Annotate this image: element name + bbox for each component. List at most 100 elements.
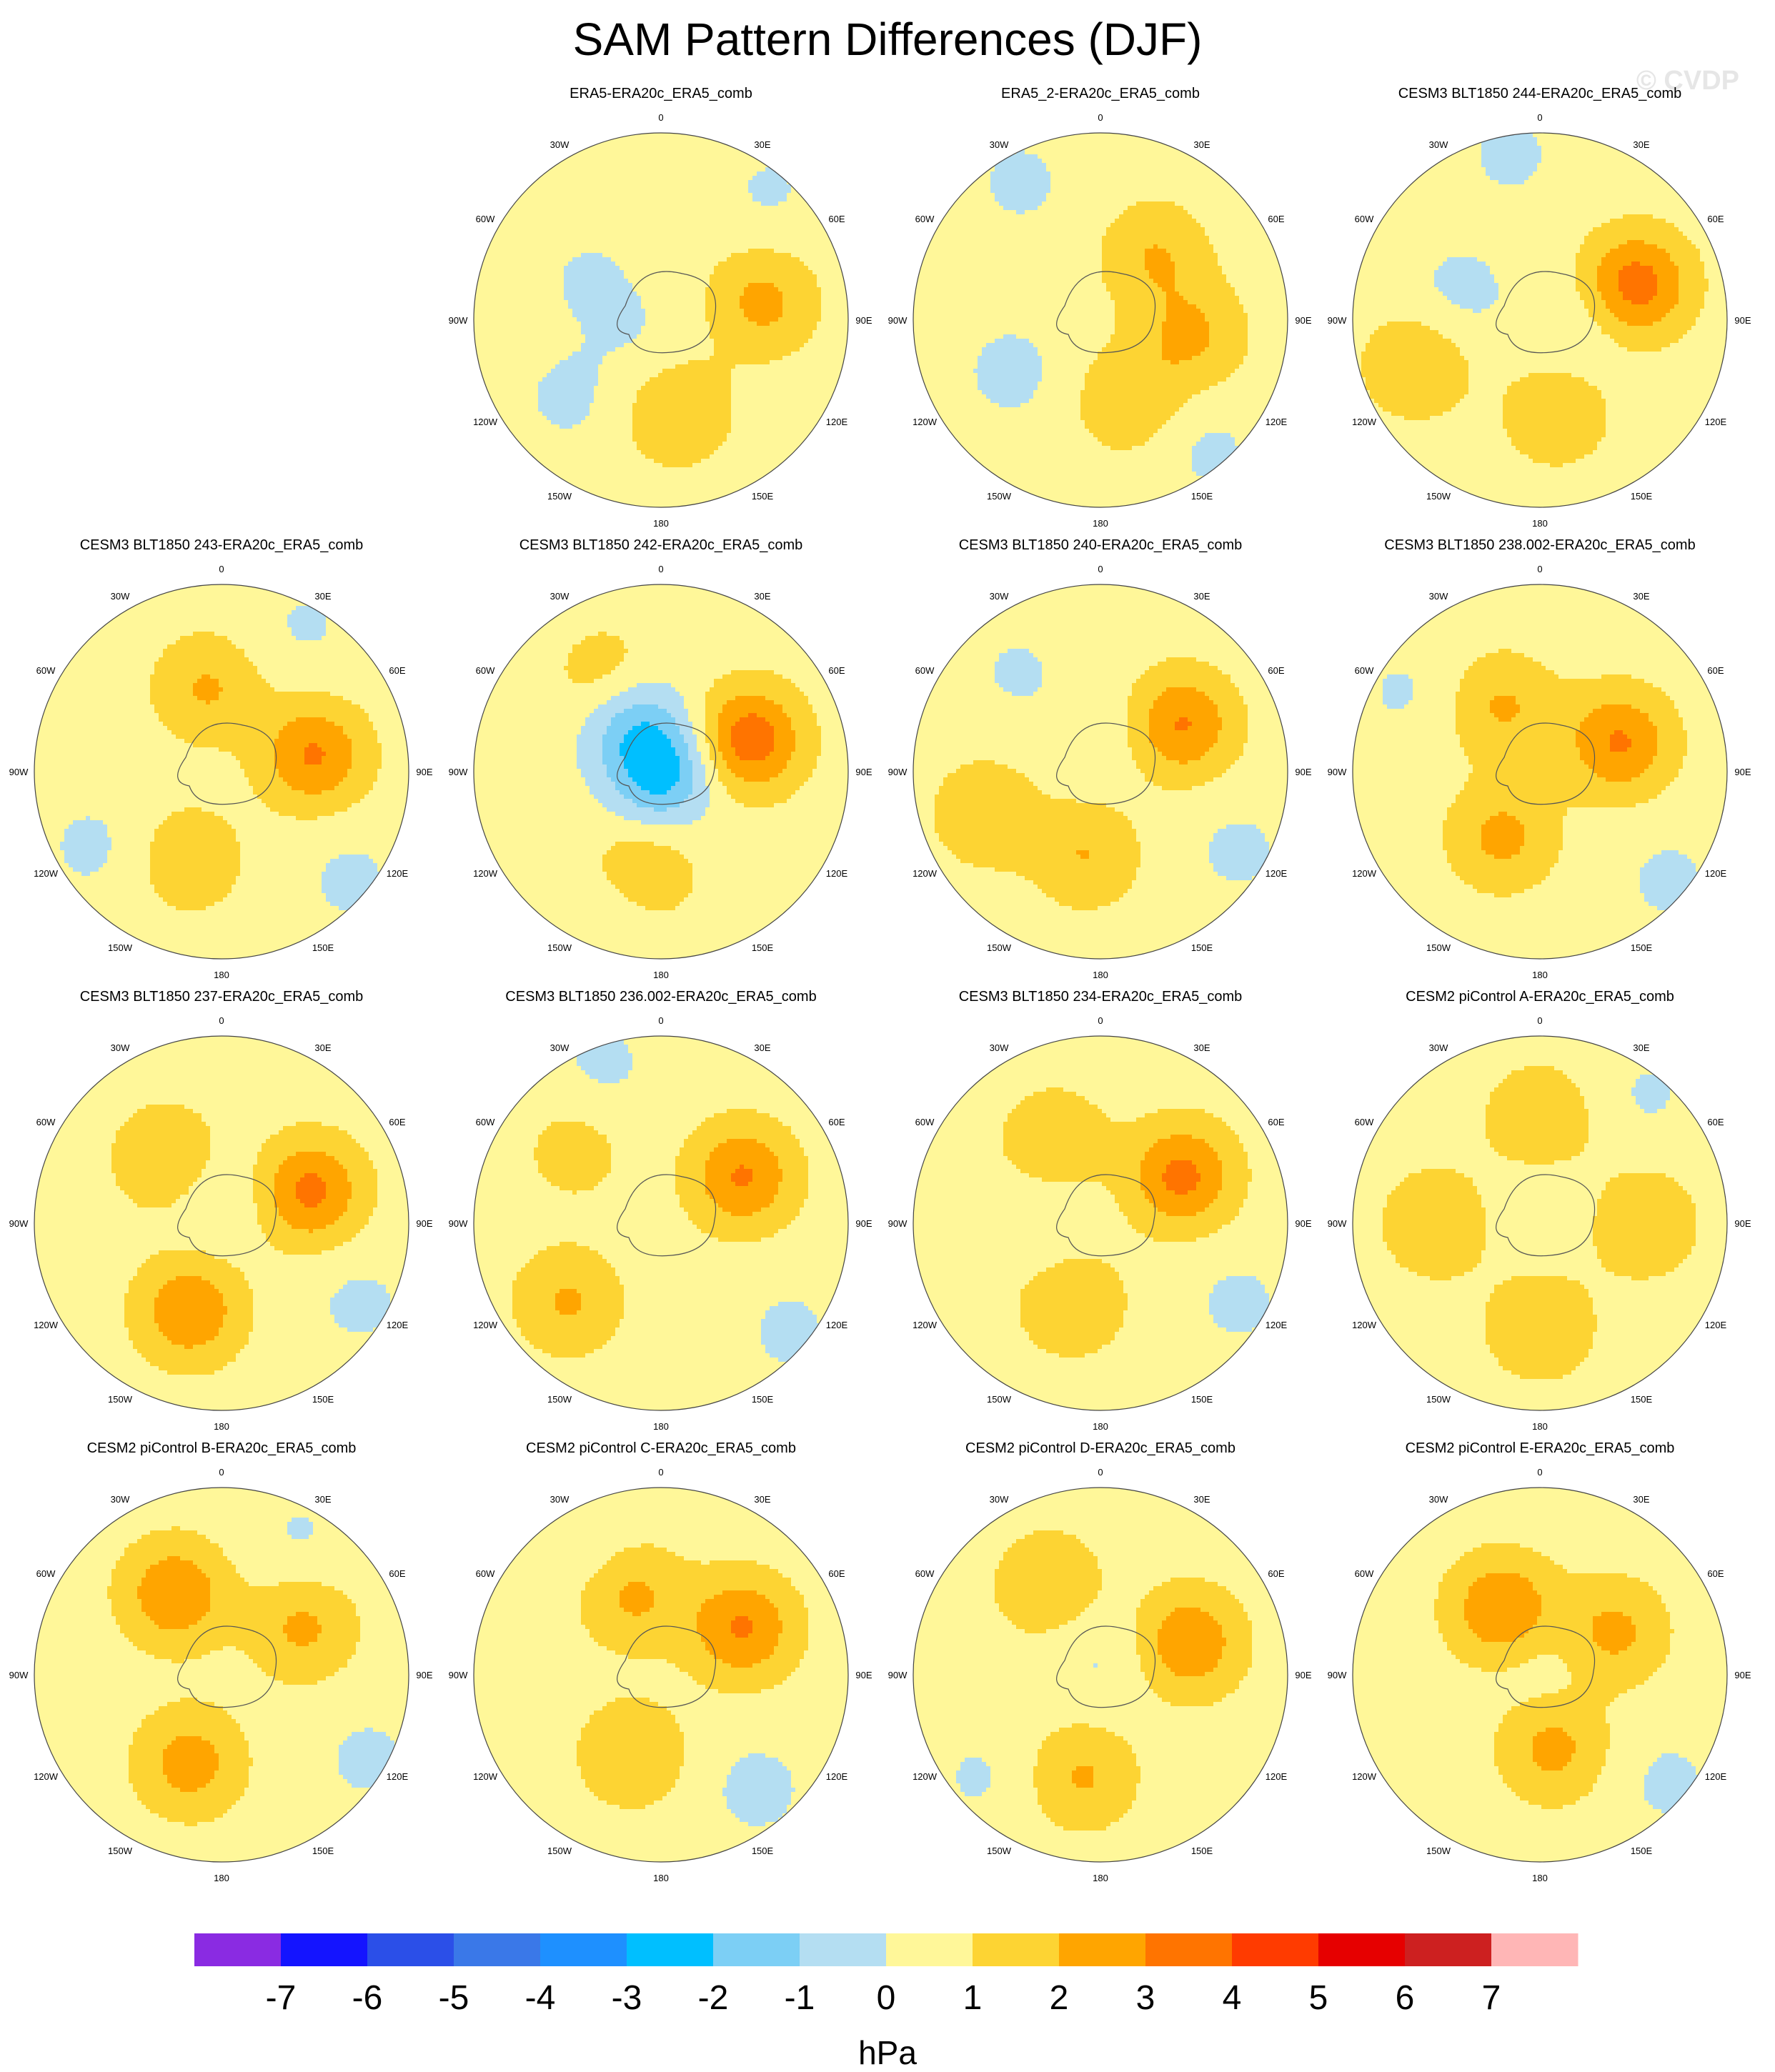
field-cell: [787, 322, 792, 327]
field-cell: [508, 330, 513, 335]
field-cell: [525, 394, 530, 399]
field-cell: [757, 313, 762, 318]
field-cell: [538, 309, 543, 314]
field-cell: [645, 201, 650, 206]
field-cell: [825, 352, 830, 357]
field-cell: [581, 167, 586, 172]
field-cell: [782, 249, 787, 254]
field-cell: [615, 386, 620, 391]
field-cell: [701, 304, 706, 309]
field-cell: [838, 300, 843, 305]
field-cell: [650, 283, 655, 288]
field-cell: [752, 373, 757, 378]
field-cell: [761, 266, 766, 271]
field-cell: [735, 180, 740, 185]
field-cell: [752, 377, 757, 382]
field-cell: [791, 292, 796, 297]
field-cell: [770, 266, 775, 271]
field-cell: [499, 403, 504, 408]
field-cell: [761, 240, 766, 245]
field-cell: [740, 236, 745, 241]
field-cell: [632, 360, 637, 365]
field-cell: [808, 373, 813, 378]
field-cell: [804, 236, 809, 241]
field-cell: [667, 231, 672, 236]
field-cell: [735, 364, 740, 369]
field-cell: [637, 146, 642, 151]
field-cell: [710, 146, 715, 151]
field-cell: [572, 236, 577, 241]
field-cell: [714, 262, 719, 267]
field-cell: [680, 377, 685, 382]
field-cell: [795, 369, 800, 374]
field-cell: [812, 394, 817, 399]
field-cell: [675, 322, 680, 327]
field-cell: [650, 240, 655, 245]
field-cell: [572, 360, 577, 365]
field-cell: [602, 210, 607, 215]
field-cell: [517, 236, 522, 241]
field-cell: [529, 334, 535, 339]
field-cell: [718, 334, 723, 339]
field-cell: [607, 317, 612, 322]
field-cell: [692, 137, 697, 142]
field-cell: [645, 382, 650, 387]
field-cell: [504, 317, 509, 322]
field-cell: [697, 240, 702, 245]
field-cell: [602, 373, 607, 378]
field-cell: [791, 236, 796, 241]
field-cell: [615, 180, 620, 185]
field-cell: [547, 326, 552, 331]
field-cell: [637, 141, 642, 146]
field-cell: [752, 343, 757, 348]
field-cell: [581, 253, 586, 258]
field-cell: [598, 296, 603, 301]
field-cell: [645, 313, 650, 318]
field-cell: [564, 304, 569, 309]
field-cell: [727, 373, 732, 378]
field-cell: [482, 270, 487, 275]
field-cell: [581, 154, 586, 159]
field-cell: [504, 240, 509, 245]
field-cell: [675, 146, 680, 151]
field-cell: [611, 214, 616, 219]
field-cell: [731, 249, 736, 254]
field-cell: [594, 206, 599, 211]
field-cell: [555, 330, 560, 335]
field-cell: [598, 201, 603, 206]
field-cell: [667, 159, 672, 164]
field-cell: [491, 300, 496, 305]
field-cell: [645, 369, 650, 374]
field-cell: [761, 210, 766, 215]
field-cell: [654, 184, 659, 189]
field-cell: [534, 360, 539, 365]
field-cell: [594, 214, 599, 219]
field-cell: [654, 394, 659, 399]
field-cell: [654, 214, 659, 219]
field-cell: [791, 244, 796, 249]
field-cell: [560, 343, 565, 348]
field-cell: [577, 180, 582, 185]
field-cell: [598, 382, 603, 387]
field-cell: [821, 309, 826, 314]
field-cell: [542, 360, 547, 365]
field-cell: [645, 399, 650, 404]
field-cell: [675, 171, 680, 176]
field-cell: [581, 227, 586, 232]
field-cell: [684, 227, 689, 232]
field-cell: [718, 364, 723, 369]
field-cell: [722, 189, 727, 194]
field-cell: [662, 150, 667, 155]
field-cell: [752, 231, 757, 236]
field-cell: [538, 390, 543, 395]
field-cell: [568, 347, 573, 352]
field-cell: [598, 210, 603, 215]
field-cell: [791, 197, 796, 202]
field-cell: [778, 322, 783, 327]
field-cell: [791, 266, 796, 271]
field-cell: [590, 412, 595, 417]
field-cell: [551, 189, 556, 194]
field-cell: [748, 274, 753, 279]
field-cell: [680, 206, 685, 211]
field-cell: [752, 214, 757, 219]
